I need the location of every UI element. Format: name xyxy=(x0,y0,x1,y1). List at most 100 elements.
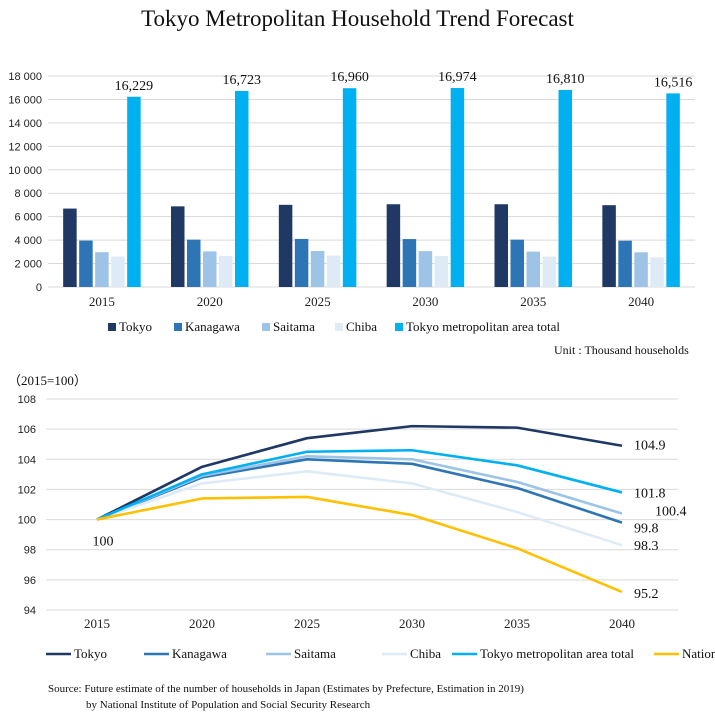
bar-chiba xyxy=(650,257,664,287)
line-x-tick-label: 2020 xyxy=(189,616,215,631)
bar-y-tick-label: 0 xyxy=(36,282,42,294)
line-x-tick-label: 2015 xyxy=(84,616,110,631)
source-line-1: Source: Future estimate of the number of… xyxy=(48,683,524,695)
line-y-tick-label: 94 xyxy=(24,605,36,617)
bar-tokyo xyxy=(386,204,401,287)
line-y-tick-label: 104 xyxy=(18,454,36,466)
bar-kanagawa xyxy=(187,239,201,287)
line-y-tick-label: 108 xyxy=(18,394,36,406)
bar-y-tick-label: 2 000 xyxy=(14,259,42,271)
legend-swatch-saitama xyxy=(262,323,270,331)
bar-y-tick-label: 14 000 xyxy=(8,118,42,130)
line-x-tick-label: 2035 xyxy=(504,616,530,631)
line-chart: （2015=100） 94 96 98 100 102 104 106 108 2015 2020 2… xyxy=(8,373,715,661)
bar-y-tick-label: 6 000 xyxy=(14,212,42,224)
bar-chiba xyxy=(326,255,341,287)
bar-saitama xyxy=(526,251,540,287)
bar-x-tick-label: 2035 xyxy=(520,294,546,309)
bar-chiba xyxy=(111,256,125,287)
bar-kanagawa xyxy=(510,239,524,287)
legend-swatch-kanagawa xyxy=(174,323,182,331)
bar-saitama xyxy=(95,252,109,287)
legend-label-saitama: Saitama xyxy=(294,646,336,661)
bar-tokyo xyxy=(494,204,508,287)
bar-kanagawa xyxy=(294,238,309,287)
bar-data-label: 16,723 xyxy=(223,73,262,88)
bar-x-tick-label: 2040 xyxy=(628,294,654,309)
line-x-tick-label: 2025 xyxy=(294,616,320,631)
line-end-label-chiba: 98.3 xyxy=(634,539,659,554)
line-end-label-saitama: 100.4 xyxy=(655,505,687,520)
line-series-tokyo xyxy=(96,424,623,521)
line-y-tick-label: 98 xyxy=(24,545,36,557)
bar-x-tick-label: 2030 xyxy=(412,294,438,309)
legend-label-chiba: Chiba xyxy=(410,646,441,661)
bar-tokyo-metropolitan-area-total xyxy=(666,93,680,287)
bar-chiba xyxy=(542,256,556,287)
legend-label-saitama: Saitama xyxy=(273,319,315,334)
legend-label-tokyo: Tokyo xyxy=(119,319,152,334)
legend-label-kanagawa: Kanagawa xyxy=(185,319,240,334)
bar-x-tick-label: 2025 xyxy=(305,294,331,309)
line-x-tick-label: 2030 xyxy=(399,616,425,631)
line-end-label-kanagawa: 99.8 xyxy=(634,522,659,537)
bar-data-label: 16,960 xyxy=(330,70,369,85)
page-title: Tokyo Metropolitan Household Trend Forec… xyxy=(141,6,574,31)
bar-y-tick-label: 12 000 xyxy=(8,141,42,153)
bar-tokyo xyxy=(602,205,616,287)
bar-kanagawa xyxy=(618,240,632,287)
bar-chiba xyxy=(434,255,449,287)
line-series-nationwide xyxy=(96,495,623,594)
bar-y-tick-label: 8 000 xyxy=(14,188,42,200)
line-series-chiba xyxy=(96,470,623,547)
bar-kanagawa xyxy=(79,240,93,287)
bar-data-label: 16,516 xyxy=(654,75,693,90)
bar-y-tick-label: 16 000 xyxy=(8,94,42,106)
bar-data-label: 16,810 xyxy=(546,72,585,87)
source-line-2: by National Institute of Population and … xyxy=(86,699,371,711)
legend-label-tokyo: Tokyo xyxy=(74,646,107,661)
bar-chart: 0 2 000 4 000 6 000 8 000 10 000 12 000 14 000 1… xyxy=(8,70,695,334)
index-note: （2015=100） xyxy=(8,373,87,388)
bar-tokyo xyxy=(278,204,293,287)
bar-tokyo-metropolitan-area-total xyxy=(235,90,249,288)
legend-swatch-chiba xyxy=(335,323,343,331)
bar-data-label: 16,974 xyxy=(438,70,477,85)
line-end-label-tokyo: 104.9 xyxy=(634,439,666,454)
line-series-saitama xyxy=(96,454,623,521)
bar-data-label: 16,229 xyxy=(115,79,154,94)
line-y-tick-label: 106 xyxy=(18,424,36,436)
bar-x-tick-label: 2015 xyxy=(89,294,115,309)
legend-label-tokyo-metropolitan-area-total: Tokyo metropolitan area total xyxy=(406,319,560,334)
bar-tokyo-metropolitan-area-total xyxy=(127,96,141,287)
line-end-label-tokyo-metropolitan-area-total: 101.8 xyxy=(634,486,666,501)
bar-tokyo-metropolitan-area-total xyxy=(342,88,357,288)
line-x-tick-label: 2040 xyxy=(609,616,635,631)
legend-label-nationwide: Nationwide xyxy=(682,646,715,661)
legend-label-tokyo-metropolitan-area-total: Tokyo metropolitan area total xyxy=(480,646,634,661)
bar-saitama xyxy=(203,251,217,287)
line-series-tokyo-metropolitan-area-total xyxy=(96,448,623,521)
legend-label-kanagawa: Kanagawa xyxy=(172,646,227,661)
bar-saitama xyxy=(634,252,648,287)
bar-tokyo-metropolitan-area-total xyxy=(558,89,572,287)
legend-label-chiba: Chiba xyxy=(346,319,377,334)
bar-tokyo xyxy=(171,206,185,287)
line-y-tick-label: 102 xyxy=(18,484,36,496)
unit-note: Unit : Thousand households xyxy=(554,343,689,357)
bar-chiba xyxy=(219,255,233,287)
bar-saitama xyxy=(310,251,325,287)
legend-swatch-tokyo xyxy=(108,323,116,331)
line-start-label: 100 xyxy=(93,535,114,550)
line-y-tick-label: 96 xyxy=(24,575,36,587)
bar-kanagawa xyxy=(402,239,417,287)
bar-saitama xyxy=(418,251,433,287)
bar-y-tick-label: 4 000 xyxy=(14,235,42,247)
bar-x-tick-label: 2020 xyxy=(197,294,223,309)
legend-swatch-tokyo-metropolitan-area-total xyxy=(395,323,403,331)
bar-y-tick-label: 18 000 xyxy=(8,71,42,83)
line-y-tick-label: 100 xyxy=(18,515,36,527)
line-end-label-nationwide: 95.2 xyxy=(634,587,659,602)
bar-y-tick-label: 10 000 xyxy=(8,165,42,177)
bar-tokyo xyxy=(63,208,77,287)
